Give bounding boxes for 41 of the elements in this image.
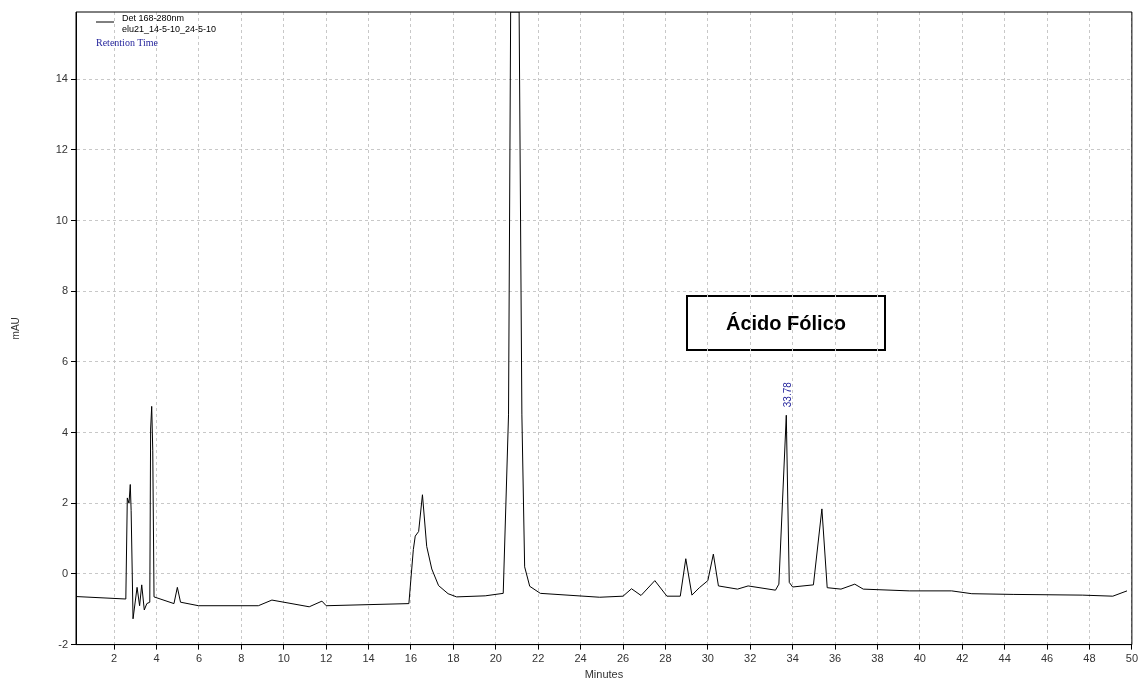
x-tick-label: 38 xyxy=(871,652,884,665)
legend-label: Det 168-280nm xyxy=(122,13,185,24)
x-tick-label: 26 xyxy=(616,652,630,665)
x-tick-label: 34 xyxy=(786,652,799,665)
x-axis-title: Minutes xyxy=(584,668,624,681)
x-tick-label: 40 xyxy=(913,652,926,665)
x-tick-label: 20 xyxy=(489,652,502,665)
x-tick-label: 18 xyxy=(447,652,460,665)
y-tick-label: 2 xyxy=(61,496,68,509)
y-tick-label: 8 xyxy=(61,284,68,297)
x-tick-label: 4 xyxy=(153,652,160,665)
annotation: 33.78 xyxy=(781,381,793,408)
y-tick-label: 14 xyxy=(55,72,68,85)
x-tick-label: 42 xyxy=(956,652,969,665)
x-tick-label: 32 xyxy=(744,652,757,665)
x-tick-label: 50 xyxy=(1125,652,1139,665)
x-tick-label: 30 xyxy=(701,652,714,665)
x-tick-label: 6 xyxy=(195,652,203,665)
x-tick-label: 8 xyxy=(238,652,245,665)
annotation: Retention Time xyxy=(96,36,159,48)
y-tick-label: 10 xyxy=(55,213,68,226)
y-axis-title: mAU xyxy=(9,317,21,340)
x-tick-label: 44 xyxy=(998,652,1011,665)
y-tick-label: 4 xyxy=(61,425,68,438)
x-tick-label: 22 xyxy=(532,652,545,665)
annotation: elu21_14-5-10_24-5-10 xyxy=(122,24,217,35)
y-tick-label: 0 xyxy=(61,566,68,579)
x-tick-label: 36 xyxy=(828,652,842,665)
x-tick-label: 16 xyxy=(404,652,418,665)
x-tick-label: 14 xyxy=(362,652,375,665)
y-tick-label: -2 xyxy=(58,637,68,650)
x-tick-label: 48 xyxy=(1083,652,1096,665)
x-tick-label: 28 xyxy=(659,652,672,665)
x-tick-label: 10 xyxy=(277,652,290,665)
x-tick-label: 46 xyxy=(1040,652,1054,665)
caption-box: Ácido Fólico xyxy=(686,295,886,351)
x-tick-label: 2 xyxy=(111,652,118,665)
x-tick-label: 24 xyxy=(574,652,587,665)
x-tick-label: 12 xyxy=(320,652,333,665)
y-tick-label: 6 xyxy=(61,354,68,367)
y-tick-label: 12 xyxy=(55,142,68,155)
